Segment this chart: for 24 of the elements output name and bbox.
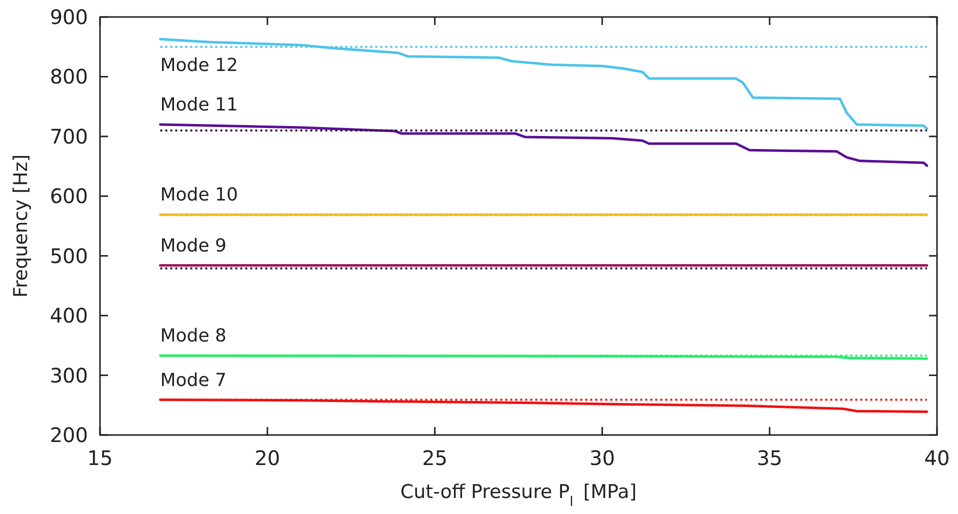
y-tick-label: 800 — [50, 64, 88, 89]
series-label: Mode 8 — [160, 326, 226, 347]
series-label: Mode 10 — [160, 184, 238, 206]
y-tick-label: 200 — [50, 423, 88, 447]
y-axis-title: Frequency [Hz] — [10, 154, 32, 298]
series-label: Mode 7 — [160, 370, 226, 391]
y-tick-label: 900 — [50, 5, 88, 29]
y-tick-label: 500 — [50, 244, 88, 268]
series-label: Mode 9 — [160, 235, 226, 256]
y-tick-label: 600 — [50, 184, 88, 208]
y-tick-label: 300 — [50, 363, 88, 388]
y-tick-label: 700 — [50, 124, 88, 148]
line-series — [159, 123, 928, 167]
x-tick-label: 30 — [589, 446, 615, 470]
series-label: Mode 11 — [160, 94, 238, 116]
x-tick-label: 20 — [254, 446, 280, 470]
x-tick-label: 35 — [756, 446, 782, 470]
y-tick-label: 400 — [50, 304, 88, 328]
x-axis-title: Cut-off Pressure P$_{l}$ [MPa] — [400, 481, 637, 510]
line-series — [159, 38, 928, 130]
x-tick-label: 15 — [87, 446, 113, 470]
x-tick-label: 25 — [422, 446, 448, 470]
x-tick-label: 40 — [924, 446, 950, 470]
series-label: Mode 12 — [160, 55, 238, 76]
